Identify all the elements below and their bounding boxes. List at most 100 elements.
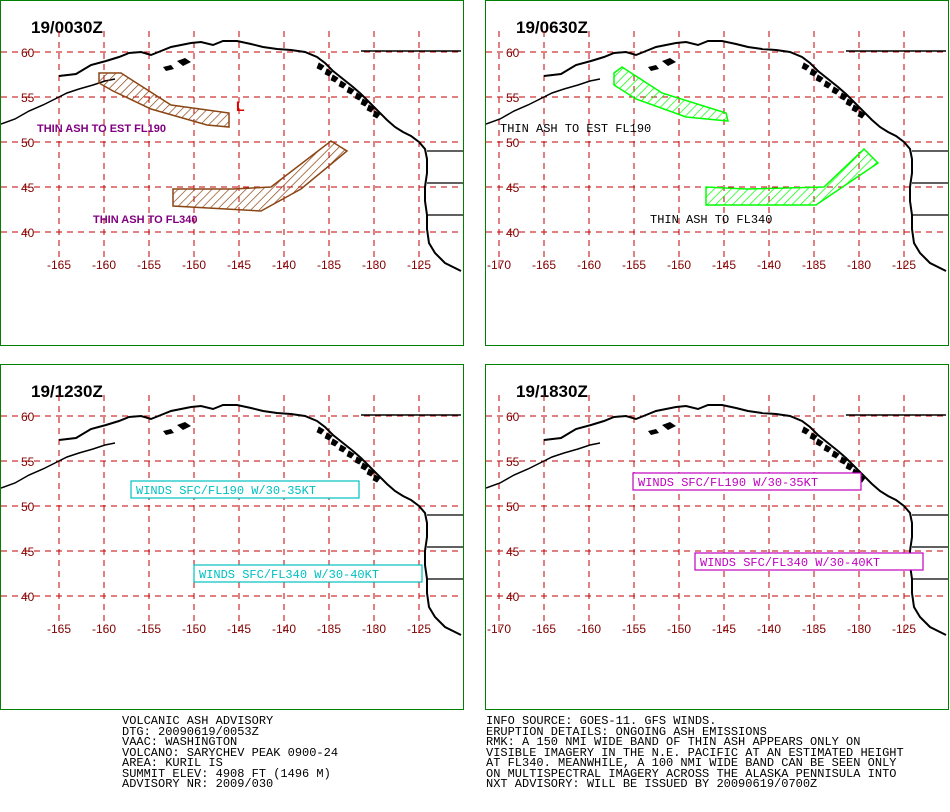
panel-time: 19/0030Z	[31, 18, 103, 37]
wind-box-label: WINDS SFC/FL340 W/30-40KT	[700, 556, 880, 570]
lon-label: -155	[622, 258, 646, 272]
lat-label: 50	[506, 500, 520, 514]
lat-label: 50	[506, 136, 520, 150]
lon-label: -150	[667, 622, 691, 636]
advisory-line: VOLCANIC ASH ADVISORY	[122, 714, 274, 728]
advisory-line: VAAC: WASHINGTON	[122, 735, 238, 749]
lat-lon-grid	[486, 395, 948, 633]
advisory-left: VOLCANIC ASH ADVISORY DTG: 20090619/0053…	[122, 714, 339, 791]
wind-box	[694, 552, 924, 571]
ash-area-fl190	[613, 66, 729, 122]
map-svg: 60 55 50 45 40 -165 -160 -155 -150 -145 -140 -135 -1…	[1, 31, 463, 272]
lat-label: 60	[506, 46, 520, 60]
lon-label: -130	[847, 622, 871, 636]
ash-annotation: THIN ASH TO FL340	[650, 213, 772, 227]
ash-annotation: THIN ASH TO FL340	[93, 214, 198, 226]
lon-label: -160	[577, 258, 601, 272]
lon-label: -160	[577, 622, 601, 636]
lon-label: -155	[137, 258, 161, 272]
lon-label: -140	[272, 258, 296, 272]
coastline	[486, 40, 948, 272]
advisory-line: ERUPTION DETAILS: ONGOING ASH EMISSIONS	[486, 724, 767, 739]
lon-label: -150	[182, 258, 206, 272]
lat-label: 40	[506, 590, 520, 604]
lon-label: -125	[407, 622, 431, 636]
lat-label: 45	[506, 545, 520, 559]
lon-label: -145	[712, 622, 736, 636]
lat-label: 60	[21, 410, 35, 424]
ash-area-fl340	[705, 147, 880, 206]
lat-label: 45	[506, 181, 520, 195]
lon-label: -150	[667, 258, 691, 272]
lat-label: 45	[21, 181, 35, 195]
lon-label: -135	[317, 258, 341, 272]
lat-label: 60	[506, 410, 520, 424]
low-pressure-marker: L	[236, 98, 245, 114]
advisory-line: NXT ADVISORY: WILL BE ISSUED BY 20090619…	[486, 777, 818, 791]
lon-label: -165	[47, 258, 71, 272]
advisory-line: ADVISORY NR: 2009/030	[122, 777, 274, 791]
map-panel-1: 19/0030Z 60 55 50 45 40 -165 -160 -155 -150 -145 -…	[0, 0, 464, 346]
ash-annotation: THIN ASH TO EST FL190	[500, 122, 651, 136]
lat-label: 50	[21, 136, 35, 150]
lon-label: -155	[137, 622, 161, 636]
ash-annotation: THIN ASH TO EST FL190	[37, 123, 166, 135]
lon-label: -140	[757, 622, 781, 636]
advisory-line: VOLCANO: SARYCHEV PEAK 0900-24	[122, 745, 339, 760]
advisory-line: AT FL340. MEANWHILE, A 100 NMI WIDE BAND…	[486, 756, 897, 770]
lon-label: -165	[532, 258, 556, 272]
map-svg: 60 55 50 45 40 -170 -165 -160 -155 -150 -145 -140 -1…	[486, 395, 948, 636]
panel-time: 19/1830Z	[516, 382, 588, 401]
lat-label: 55	[506, 455, 520, 469]
lat-label: 40	[506, 226, 520, 240]
map-svg: 60 55 50 45 40 -165 -160 -155 -150 -145 -140 -135 -1…	[1, 395, 463, 636]
coastline	[486, 404, 948, 636]
lat-label: 55	[21, 91, 35, 105]
ash-cloud-areas	[98, 72, 349, 212]
lon-label: -165	[47, 622, 71, 636]
lat-lon-grid	[486, 31, 948, 269]
lon-label: -155	[622, 622, 646, 636]
lon-label: -170	[487, 258, 511, 272]
lat-label: 60	[21, 46, 35, 60]
lon-label: -150	[182, 622, 206, 636]
lon-label: -130	[847, 258, 871, 272]
lon-label: -125	[892, 258, 916, 272]
lon-label: -125	[892, 622, 916, 636]
lat-label: 40	[21, 590, 35, 604]
map-panel-3: 19/1230Z 60 55 50 45 40 -165 -160 -155 -150 -145 -…	[0, 364, 464, 710]
lon-label: -130	[362, 258, 386, 272]
lat-label: 45	[21, 545, 35, 559]
wind-box-label: WINDS SFC/FL190 W/30-35KT	[136, 484, 316, 498]
lat-label: 55	[21, 455, 35, 469]
lon-label: -145	[227, 622, 251, 636]
advisory-line: DTG: 20090619/0053Z	[122, 724, 259, 739]
lon-label: -135	[802, 622, 826, 636]
map-svg: 60 55 50 45 40 -170 -165 -160 -155 -150 -145 -140 -1…	[486, 31, 948, 272]
wind-box	[193, 564, 423, 583]
panel-time: 19/1230Z	[31, 382, 103, 401]
lon-label: -160	[92, 258, 116, 272]
coastline	[1, 40, 463, 272]
advisory-line: SUMMIT ELEV: 4908 FT (1496 M)	[122, 766, 331, 781]
lon-label: -165	[532, 622, 556, 636]
ash-area-fl190	[98, 72, 230, 128]
advisory-line: RMK: A 150 NMI WIDE BAND OF THIN ASH APP…	[486, 735, 861, 749]
ash-cloud-areas	[613, 66, 880, 206]
lat-lon-grid	[1, 31, 463, 269]
lon-label: -145	[227, 258, 251, 272]
advisory-line: INFO SOURCE: GOES-11. GFS WINDS.	[486, 714, 717, 728]
lon-label: -135	[802, 258, 826, 272]
coastline	[1, 404, 463, 636]
wind-box-label: WINDS SFC/FL190 W/30-35KT	[638, 476, 818, 490]
lon-label: -145	[712, 258, 736, 272]
advisory-line: ON MULTISPECTRAL IMAGERY ACROSS THE ALAS…	[486, 766, 897, 781]
lon-label: -125	[407, 258, 431, 272]
advisory-line: VISIBLE IMAGERY IN THE N.E. PACIFIC AT A…	[486, 745, 904, 760]
lon-label: -135	[317, 622, 341, 636]
wind-box	[130, 480, 360, 499]
lat-lon-grid	[1, 395, 463, 633]
lat-label: 55	[506, 91, 520, 105]
lat-label: 50	[21, 500, 35, 514]
wind-box	[632, 472, 862, 491]
